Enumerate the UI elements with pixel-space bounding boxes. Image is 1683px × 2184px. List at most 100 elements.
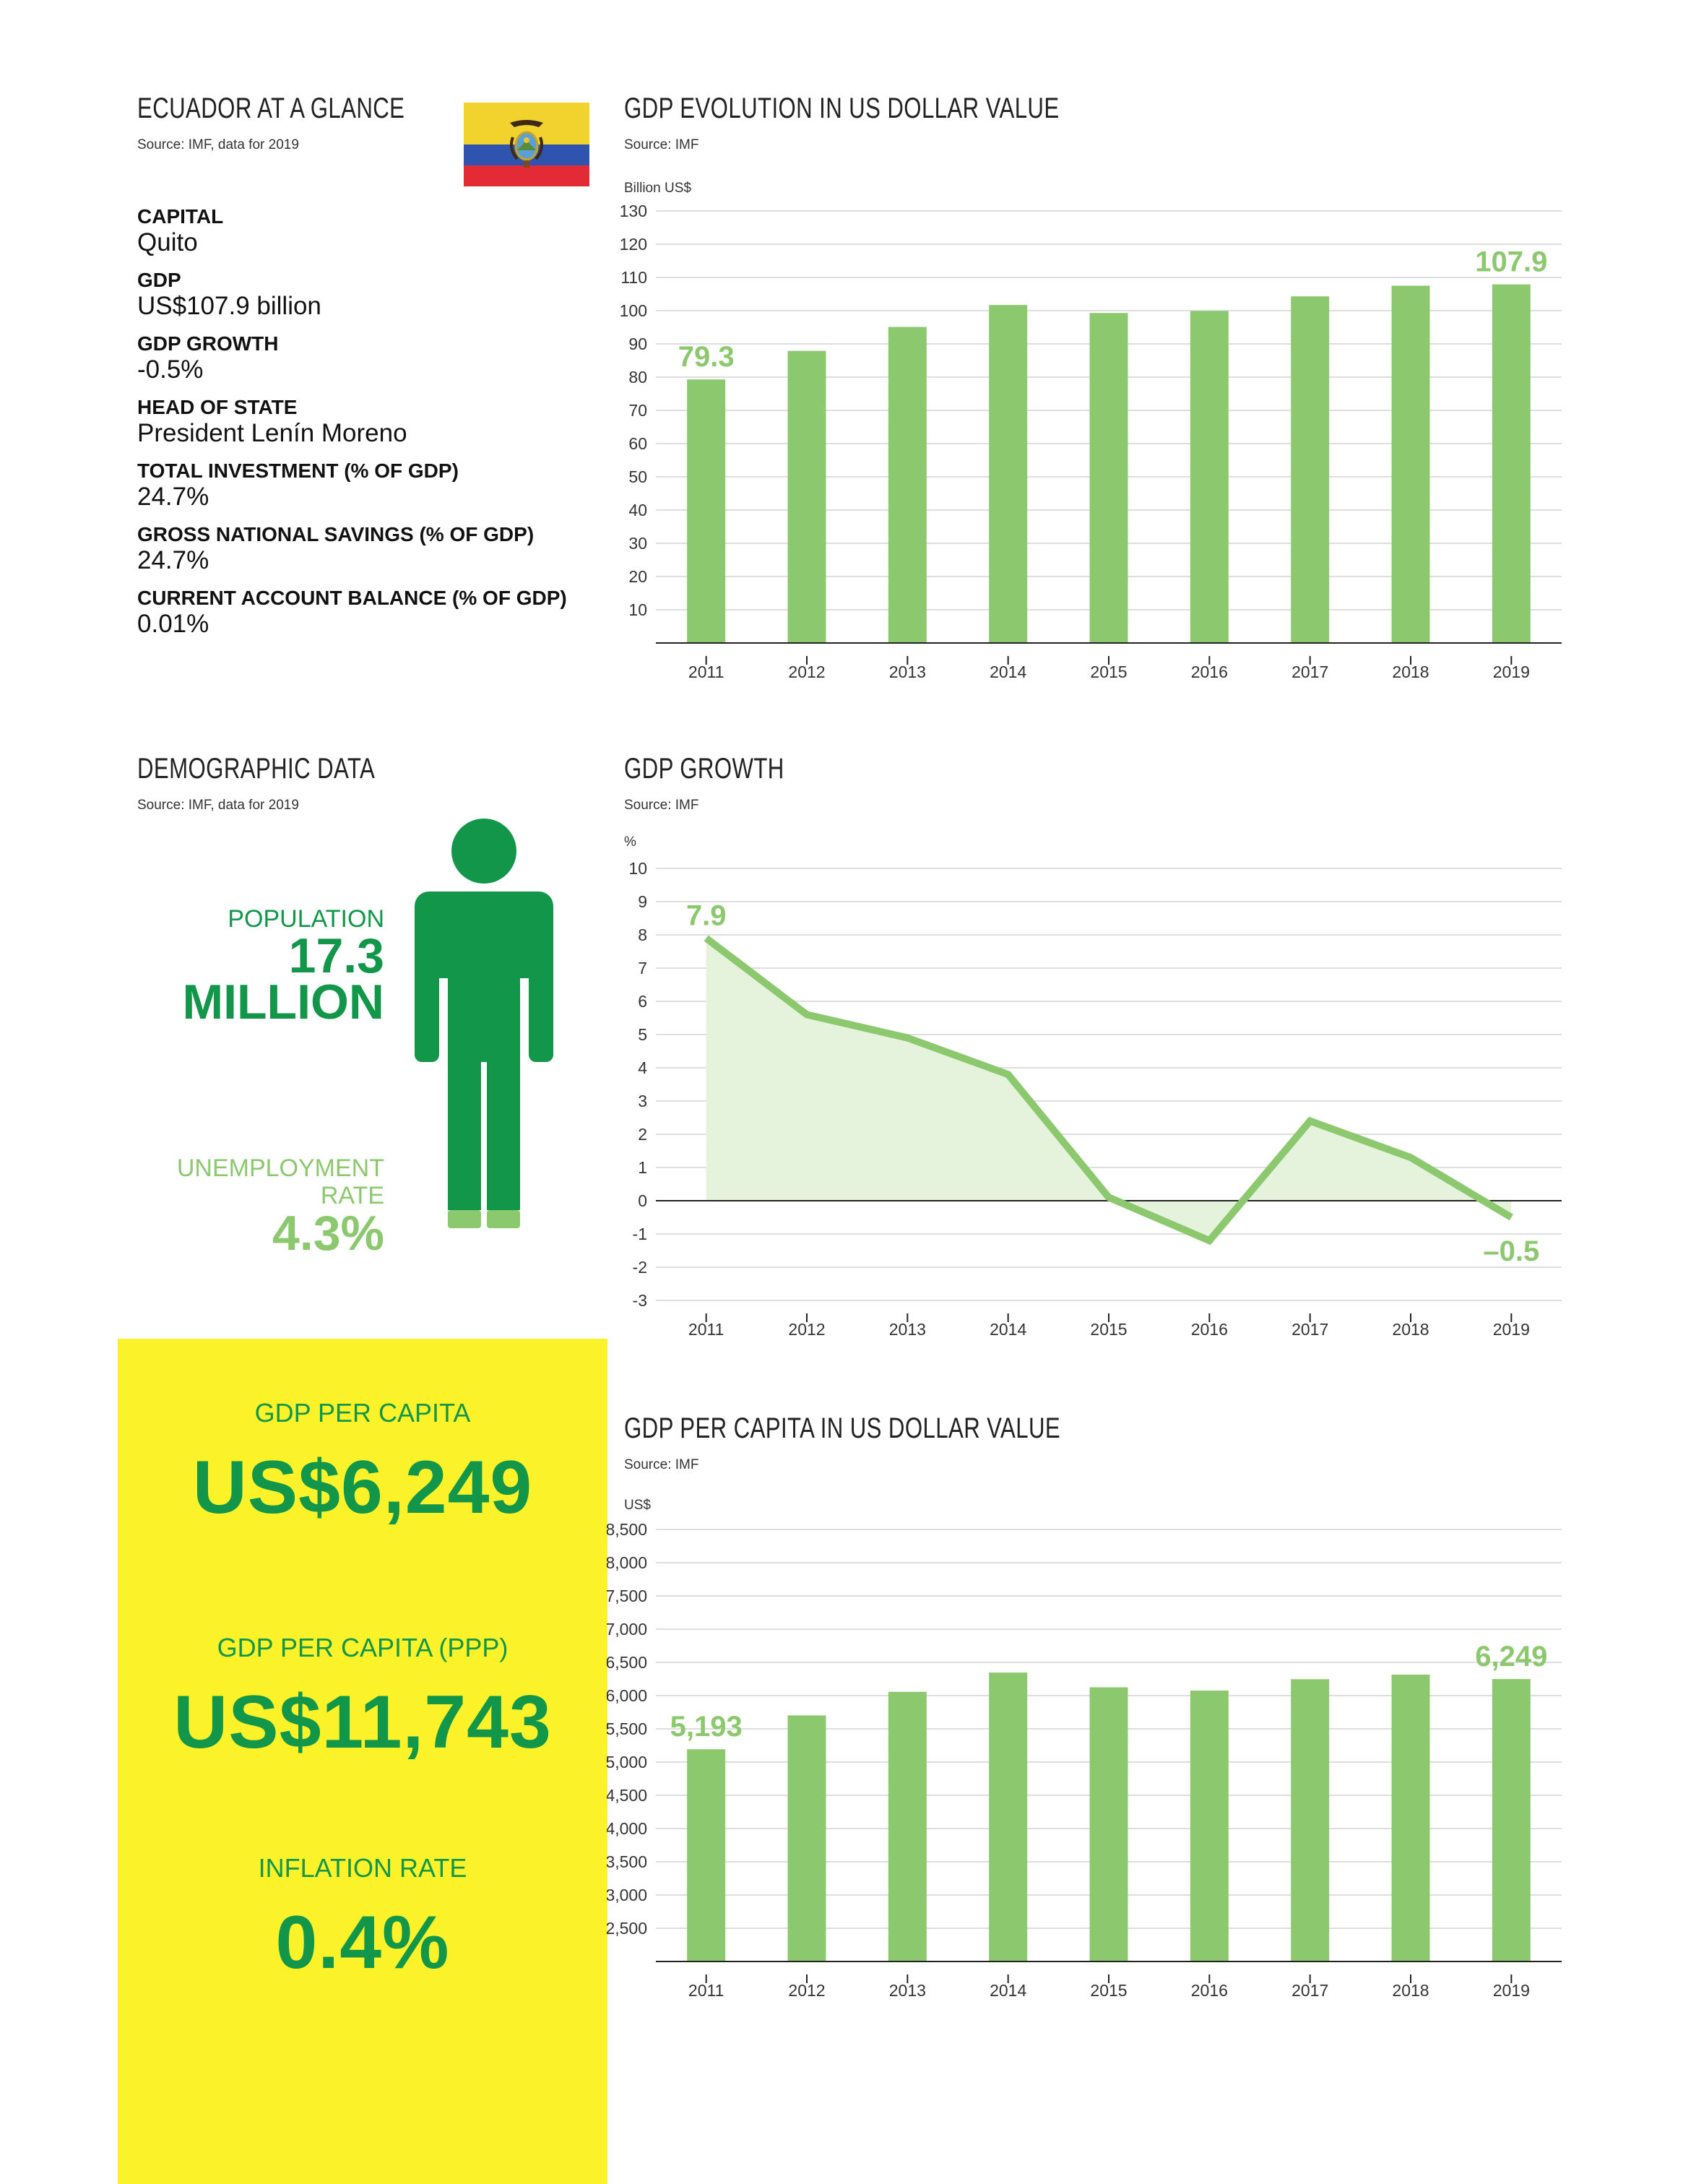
x-tick-label: 2017	[1292, 662, 1328, 681]
unemployment-value: 4.3%	[272, 1206, 384, 1261]
growth-chart-title: GDP GROWTH	[624, 753, 784, 785]
x-tick-label: 2018	[1392, 1981, 1429, 2000]
gdp-bar-chart: 10 20 30 40 50 60 70 80 90 100 110 120 130 2011 2012 20…	[620, 202, 1562, 681]
bar	[687, 1749, 726, 1961]
x-tick-label: 2011	[688, 1981, 724, 2000]
bar	[1492, 284, 1531, 643]
y-tick-label: 7,500	[607, 1587, 647, 1605]
population-label: POPULATION	[228, 905, 384, 933]
y-tick-label: 4,500	[607, 1786, 647, 1805]
fact-current-account: CURRENT ACCOUNT BALANCE (% OF GDP) 0.01%	[137, 587, 567, 639]
bar	[1190, 1691, 1229, 1961]
y-tick-label: 3,500	[607, 1852, 647, 1871]
ecuador-flag-icon	[464, 103, 589, 186]
x-tick-label: 2011	[688, 1320, 724, 1339]
y-tick-label: 100	[620, 301, 647, 320]
y-tick-label: 2	[638, 1125, 647, 1144]
fact-value: President Lenín Moreno	[137, 419, 407, 447]
percap-chart-title: GDP PER CAPITA IN US DOLLAR VALUE	[624, 1412, 1061, 1444]
y-tick-label: -2	[633, 1258, 647, 1277]
inflation-value: 0.4%	[275, 1901, 450, 1985]
growth-chart-source: Source: IMF	[624, 798, 699, 813]
glance-source: Source: IMF, data for 2019	[137, 137, 299, 152]
fact-label: CAPITAL	[137, 205, 224, 228]
fact-head-of-state: HEAD OF STATE President Lenín Moreno	[137, 396, 567, 448]
bar	[888, 327, 927, 643]
unemployment-label-1: UNEMPLOYMENT	[176, 1154, 384, 1182]
fact-label: HEAD OF STATE	[137, 396, 298, 418]
percap-chart-ylabel: US$	[624, 1498, 651, 1513]
y-tick-label: 7,000	[607, 1620, 647, 1639]
fact-label: CURRENT ACCOUNT BALANCE (% OF GDP)	[137, 587, 567, 609]
data-label: 79.3	[678, 341, 735, 373]
population-value: 17.3	[288, 928, 384, 983]
growth-line-chart: -3 -2 -1 0 1 2 3 4 5 6 7 8 9 10 2011 2012 2013 2014 2015 20…	[628, 859, 1562, 1339]
y-tick-label: -1	[633, 1225, 647, 1243]
x-tick-label: 2016	[1191, 662, 1228, 681]
bar	[1089, 1687, 1128, 1961]
x-tick-label: 2019	[1493, 1320, 1530, 1339]
demographic-source: Source: IMF, data for 2019	[137, 798, 299, 813]
bar	[989, 1672, 1028, 1961]
y-tick-label: 3	[638, 1092, 647, 1110]
inflation-label: INFLATION RATE	[258, 1853, 467, 1883]
fact-label: TOTAL INVESTMENT (% OF GDP)	[137, 459, 459, 482]
bar	[888, 1691, 927, 1961]
bar	[1391, 1674, 1430, 1961]
highlights-panel	[118, 1339, 607, 2184]
fact-label: GDP GROWTH	[137, 332, 279, 355]
x-tick-label: 2014	[990, 1320, 1026, 1339]
y-tick-label: 5,500	[607, 1719, 647, 1738]
gdp-chart-title: GDP EVOLUTION IN US DOLLAR VALUE	[624, 92, 1060, 124]
y-tick-label: 3,000	[607, 1886, 647, 1904]
x-tick-label: 2012	[788, 662, 825, 681]
gdp-per-capita-ppp-label: GDP PER CAPITA (PPP)	[217, 1633, 509, 1662]
y-tick-label: -3	[633, 1291, 647, 1310]
fact-value: 0.01%	[137, 610, 209, 638]
x-tick-label: 2013	[889, 662, 926, 681]
y-tick-label: 1	[638, 1158, 647, 1177]
bar	[787, 1715, 826, 1961]
fact-gdp: GDP US$107.9 billion	[137, 269, 567, 321]
gdp-chart-ylabel: Billion US$	[624, 181, 691, 196]
bar	[1190, 311, 1229, 643]
y-tick-label: 0	[638, 1191, 647, 1210]
y-tick-label: 8,000	[607, 1553, 647, 1572]
fact-label: GROSS NATIONAL SAVINGS (% OF GDP)	[137, 523, 535, 545]
fact-value: 24.7%	[137, 483, 209, 511]
y-tick-label: 6,500	[607, 1653, 647, 1672]
glance-title: ECUADOR AT A GLANCE	[137, 92, 405, 124]
y-tick-label: 40	[628, 501, 647, 519]
x-tick-label: 2015	[1090, 662, 1127, 681]
x-tick-label: 2011	[688, 662, 724, 681]
y-tick-label: 20	[628, 567, 647, 586]
bar	[1391, 285, 1430, 643]
x-tick-label: 2017	[1292, 1981, 1328, 2000]
x-tick-label: 2016	[1191, 1320, 1228, 1339]
gdp-per-capita-ppp-value: US$11,743	[173, 1680, 552, 1764]
y-tick-label: 120	[620, 235, 647, 254]
bar	[1492, 1679, 1531, 1961]
x-tick-label: 2012	[788, 1320, 825, 1339]
y-tick-label: 70	[628, 401, 647, 420]
fact-value: 24.7%	[137, 546, 209, 574]
area-fill	[706, 938, 1512, 1241]
bar	[1089, 313, 1128, 643]
bar	[787, 350, 826, 643]
x-tick-label: 2016	[1191, 1981, 1228, 2000]
y-tick-label: 5	[638, 1025, 647, 1044]
growth-chart-ylabel: %	[624, 834, 636, 850]
y-tick-label: 7	[638, 959, 647, 977]
fact-label: GDP	[137, 269, 181, 291]
data-label: 6,249	[1475, 1641, 1547, 1672]
fact-gdp-growth: GDP GROWTH -0.5%	[137, 332, 567, 384]
x-tick-label: 2018	[1392, 662, 1429, 681]
bar	[989, 305, 1028, 643]
y-tick-label: 9	[638, 892, 647, 911]
x-tick-label: 2013	[889, 1320, 926, 1339]
unemployment-label-2: RATE	[320, 1182, 384, 1209]
data-label: –0.5	[1483, 1235, 1539, 1267]
x-tick-label: 2019	[1493, 1981, 1530, 2000]
x-tick-label: 2019	[1493, 662, 1530, 681]
fact-value: US$107.9 billion	[137, 292, 321, 320]
